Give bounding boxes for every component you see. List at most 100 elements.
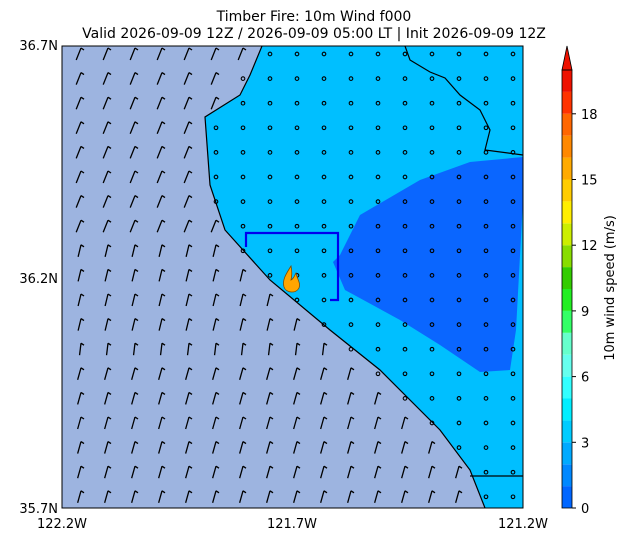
wind-barb-flag (350, 465, 355, 469)
calm-marker (375, 51, 381, 57)
wind-barb-flag (242, 441, 247, 445)
calm-marker (510, 445, 516, 450)
calm-marker (510, 273, 516, 278)
colorbar-band (562, 332, 572, 355)
calm-marker (375, 125, 381, 131)
calm-marker (213, 174, 219, 180)
calm-marker (267, 51, 273, 57)
colorbar-tick-label: 0 (581, 502, 589, 517)
wind-barb (401, 441, 406, 454)
wind-barb (77, 367, 82, 380)
wind-barb-flag (242, 293, 247, 297)
wind-barb (455, 466, 460, 479)
calm-marker (267, 125, 273, 131)
wind-barb-flag (215, 244, 220, 248)
wind-barb-flag (107, 170, 112, 174)
wind-barb (129, 146, 136, 159)
calm-marker (483, 273, 489, 278)
wind-barb-flag (134, 219, 139, 223)
wind-barb-flag (80, 490, 85, 494)
calm-marker (429, 76, 435, 81)
calm-marker (375, 346, 381, 352)
wind-barb (104, 318, 109, 331)
wind-barb (77, 416, 82, 430)
colorbar-tick-label: 12 (581, 239, 598, 254)
calm-marker (348, 199, 354, 204)
calm-marker (510, 346, 516, 352)
wind-barb (374, 441, 379, 454)
wind-barb-flag (269, 367, 274, 371)
calm-marker (321, 248, 327, 254)
wind-barb-flag (431, 441, 436, 445)
wind-barbs (75, 47, 516, 503)
wind-barb-flag (242, 318, 247, 322)
wind-barb (320, 392, 325, 405)
wind-barb (212, 269, 217, 282)
wind-barb-flag (161, 293, 166, 297)
wind-barb-flag (80, 293, 85, 297)
calm-marker (510, 322, 516, 327)
colorbar-band (562, 464, 572, 487)
wind-barb (185, 490, 190, 503)
wind-barb (104, 367, 109, 380)
wind-barb (183, 72, 190, 85)
wind-barb-flag (161, 219, 166, 223)
wind-barb (320, 441, 325, 454)
wind-barb (104, 244, 109, 257)
wind-barb (293, 490, 298, 503)
wind-barb-flag (80, 219, 85, 223)
wind-barb (105, 343, 109, 356)
wind-barb (293, 466, 298, 479)
wind-barb-flag (161, 416, 166, 420)
wind-barb (266, 318, 271, 331)
wind-barb-flag (269, 490, 274, 494)
wind-barb-flag (377, 465, 382, 469)
wind-barb-flag (134, 121, 139, 125)
wind-barb (131, 392, 136, 405)
wind-barb-flag (215, 416, 220, 420)
wind-barb (401, 416, 406, 430)
wind-barb-flag (80, 47, 85, 51)
calm-marker (402, 371, 408, 377)
calm-marker (321, 199, 327, 204)
calm-marker (321, 223, 327, 229)
coastline-north (404, 46, 523, 156)
wind-barb (266, 392, 271, 405)
wind-barb (347, 416, 352, 430)
calm-marker (429, 346, 435, 352)
wind-barb (239, 416, 244, 430)
calm-marker (321, 273, 327, 278)
wind-barb-flag (80, 170, 85, 174)
wind-barb-flag (350, 441, 355, 445)
calm-marker (510, 174, 516, 180)
calm-marker (483, 76, 489, 81)
wind-barb (185, 244, 190, 257)
wind-barb (321, 343, 325, 356)
wind-barb-flag (269, 293, 274, 297)
wind-barb (158, 466, 163, 479)
lat-label: 35.7N (19, 502, 58, 517)
wind-barb-flag (296, 318, 301, 322)
calm-marker (510, 100, 516, 106)
wind-barb-flag (188, 96, 193, 100)
wind-barb (239, 441, 244, 454)
wind-barb-flag (377, 441, 382, 445)
wind-barb-flag (80, 121, 85, 125)
map-frame (61, 45, 524, 509)
wind-barb-flag (107, 195, 112, 199)
calm-marker (456, 297, 462, 303)
colorbar-band (562, 223, 572, 246)
wind-barb-flag (80, 244, 85, 248)
wind-barb (158, 367, 163, 380)
wind-barb (185, 392, 190, 405)
wind-barb-flag (458, 490, 463, 494)
calm-marker (294, 76, 300, 81)
wind-barb-flag (242, 367, 247, 371)
calm-marker (294, 100, 300, 106)
wind-barb-flag (80, 465, 85, 469)
wind-barb (129, 96, 136, 110)
wind-barb (239, 318, 244, 331)
wind-barb (267, 343, 271, 356)
wind-barb (75, 96, 82, 110)
calm-marker (483, 297, 489, 303)
